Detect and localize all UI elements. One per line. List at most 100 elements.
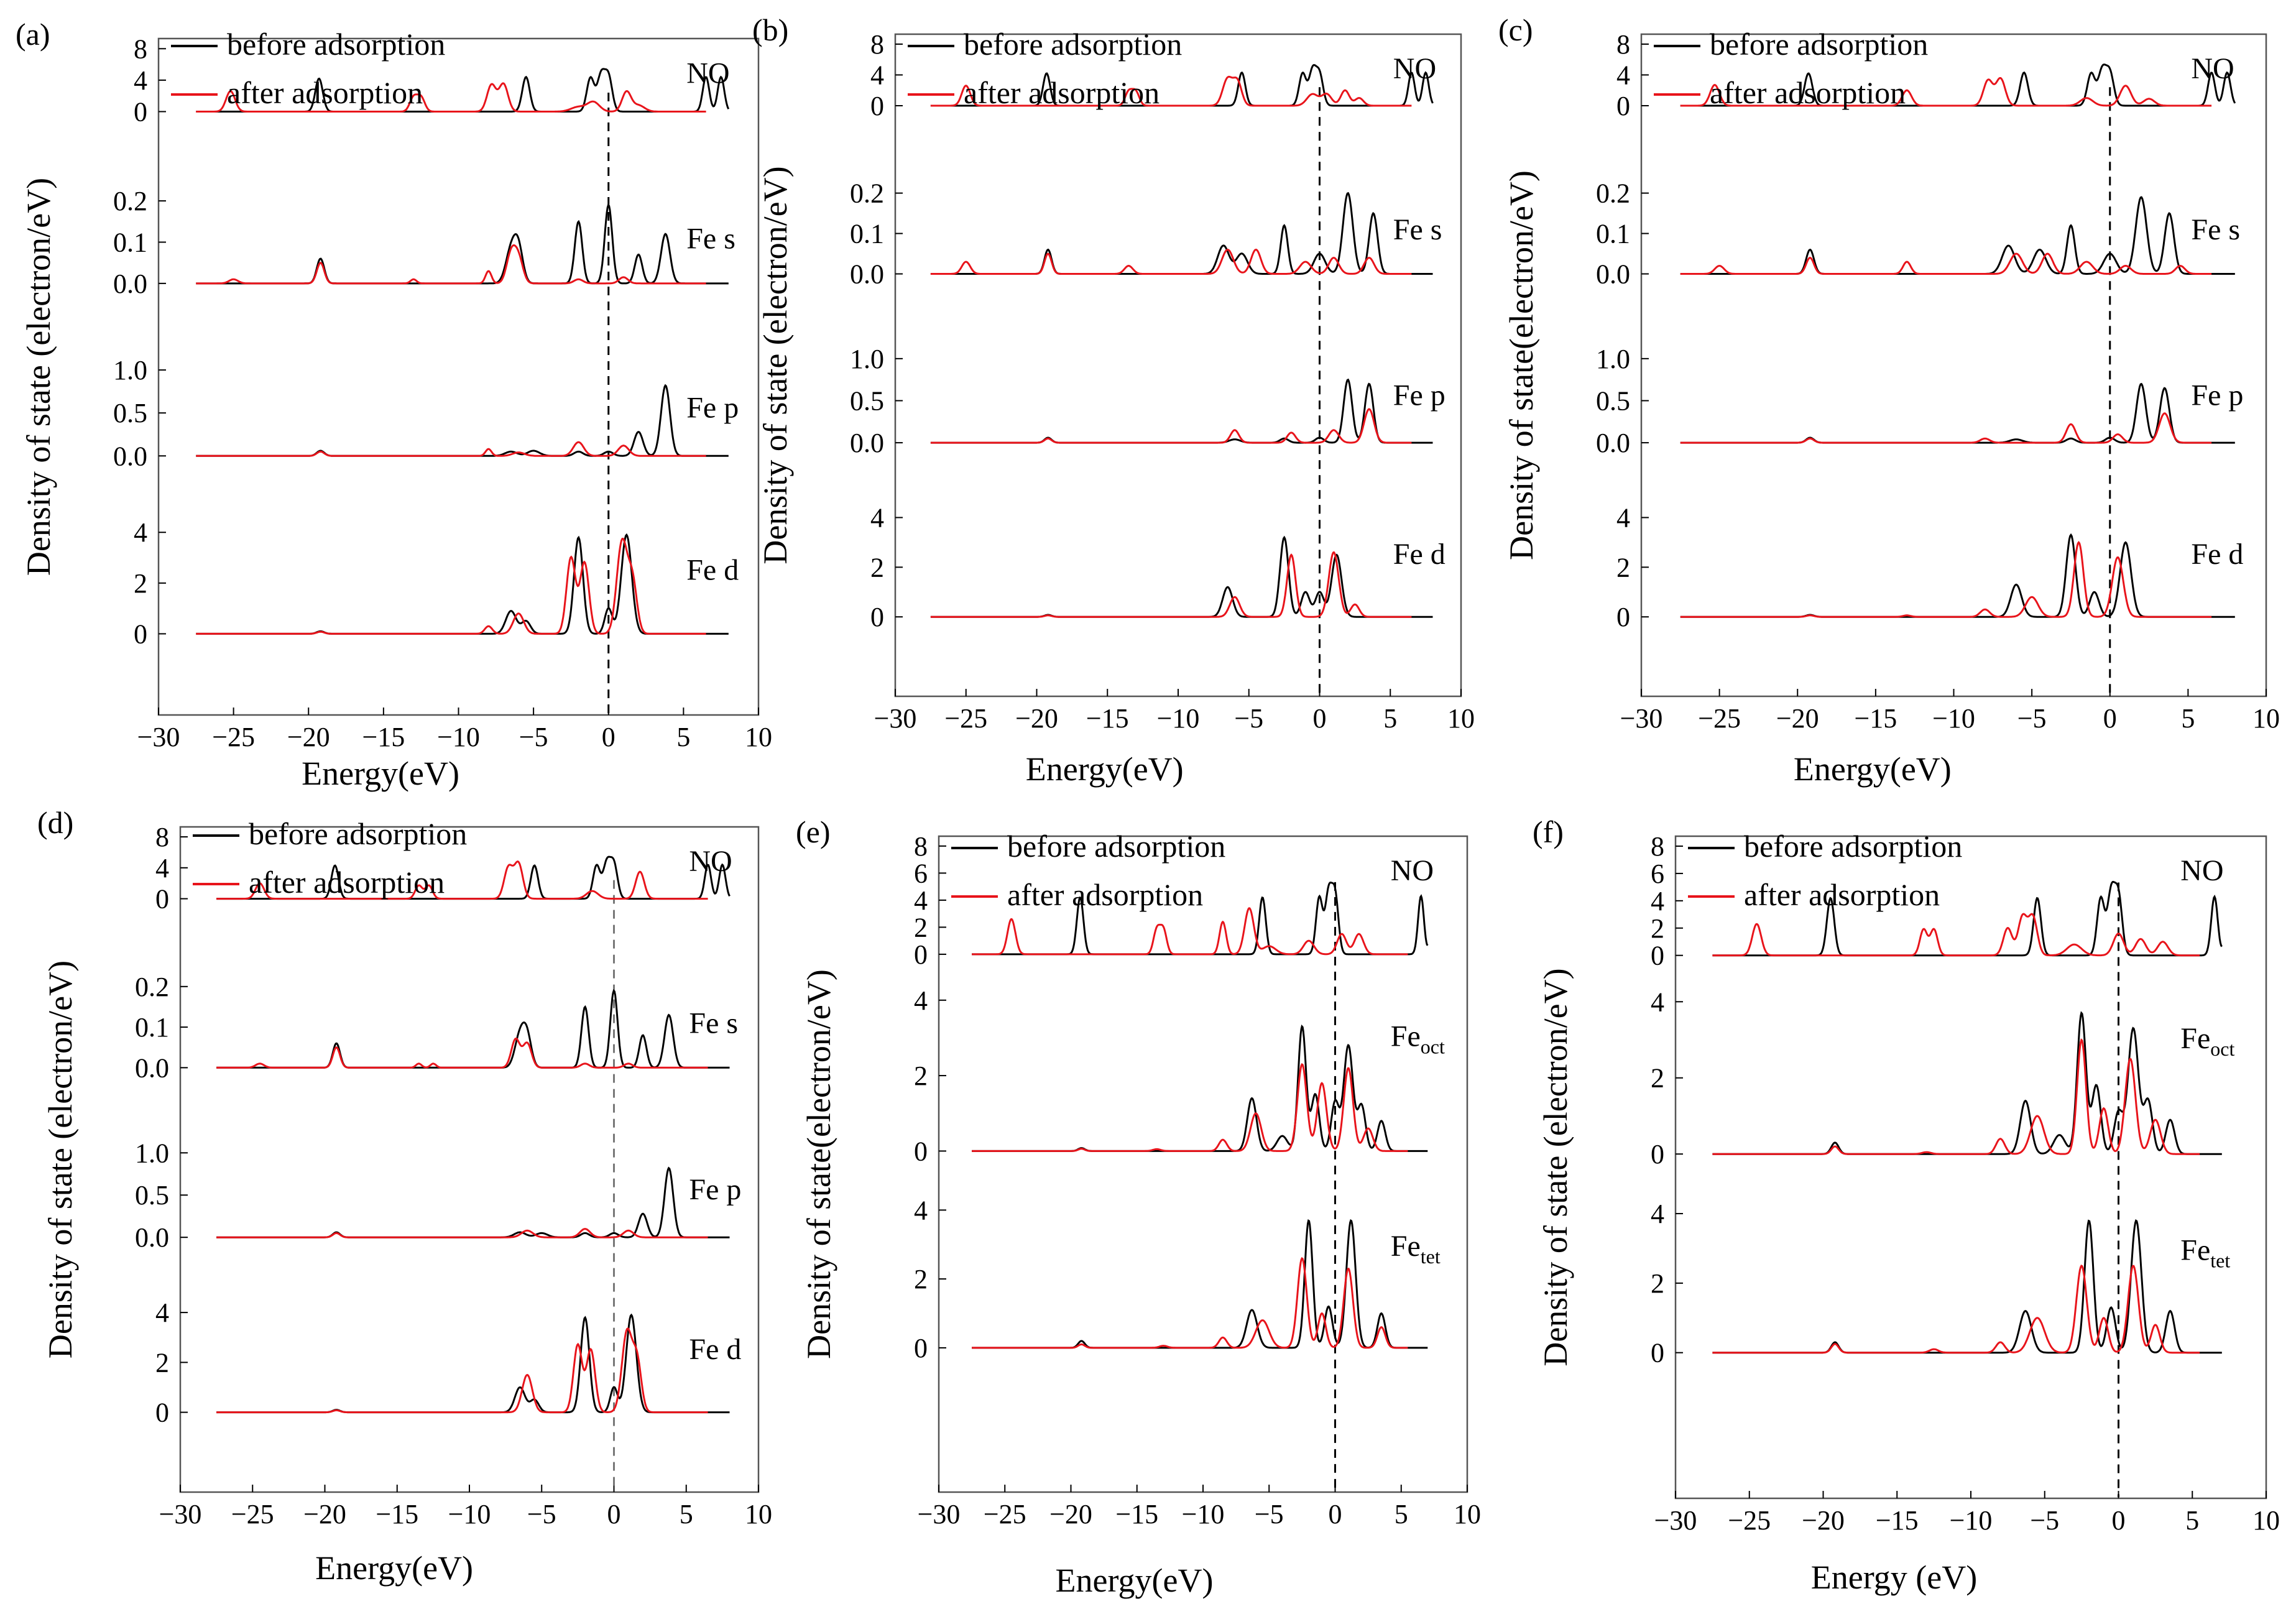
subplot-annotation: NO: [689, 845, 732, 878]
x-tick-label: 0: [602, 722, 615, 752]
x-tick-label: 10: [745, 722, 772, 752]
y-tick-label: 2: [1616, 552, 1630, 583]
x-tick-label: −10: [1950, 1505, 1993, 1536]
y-tick-label: 0.1: [113, 227, 147, 257]
panel-f: (f)Density of state (electron/eV)−30 −25−…: [1533, 814, 2280, 1596]
annotation-text: Fe d: [686, 553, 739, 586]
plot-frame: [1640, 33, 2267, 698]
y-axis-label: Density of state (electron/eV): [20, 178, 57, 576]
subplot-fe-p: 0.0 0.5 1.0 Fe p: [850, 344, 1445, 458]
legend-label-after: after adsorption: [227, 75, 423, 110]
subplot-fe-oct: 0 2 4 Feoct: [914, 985, 1445, 1167]
series-after-adsorption: [1712, 1038, 2200, 1155]
y-tick-label: 0.0: [1596, 259, 1630, 290]
y-axis-label: Density of state(electron/eV): [1503, 170, 1540, 560]
series-after-adsorption: [972, 1256, 1408, 1349]
y-tick-label: 0: [155, 1398, 169, 1428]
series-after-adsorption: [1680, 412, 2212, 444]
y-tick-label: 0.2: [1596, 178, 1630, 209]
subplot-annotation: NO: [1393, 52, 1436, 85]
x-tick-label: −30: [1620, 703, 1663, 734]
subplot-annotation: NO: [1391, 854, 1434, 887]
series-before-adsorption: [216, 1166, 730, 1238]
series-after-adsorption: [930, 75, 1412, 107]
y-tick-label: 0.1: [1596, 219, 1630, 249]
x-axis-label: Energy(eV): [315, 1549, 473, 1587]
y-tick-label: 2: [914, 1264, 928, 1294]
y-tick-label: 2: [914, 1061, 928, 1091]
x-tick-label: −20: [287, 722, 330, 752]
y-tick-label: 4: [155, 1298, 169, 1328]
y-tick-label: 2: [870, 552, 884, 583]
series-after-adsorption: [1712, 1265, 2200, 1354]
x-axis-label: Energy (eV): [1811, 1559, 1977, 1596]
subplot-annotation: Feoct: [1391, 1020, 1445, 1058]
legend-label-after: after adsorption: [1007, 877, 1203, 912]
subplot-fe-oct: 0 2 4 Feoct: [1651, 987, 2234, 1169]
x-tick-label: −5: [519, 722, 548, 752]
y-tick-label: 8: [870, 29, 884, 60]
x-tick-label: −5: [527, 1499, 556, 1529]
y-tick-label: 0.1: [850, 219, 884, 249]
y-tick-label: 4: [134, 517, 147, 548]
series-before-adsorption: [216, 1313, 730, 1414]
x-tick-label: −15: [1854, 703, 1897, 734]
y-tick-label: 2: [155, 1347, 169, 1378]
y-tick-label: 0.0: [135, 1053, 169, 1083]
series-before-adsorption: [196, 203, 729, 285]
y-tick-label: 1.0: [1596, 344, 1630, 374]
y-tick-label: 4: [870, 60, 884, 90]
series-after-adsorption: [1680, 77, 2212, 107]
series-before-adsorption: [1680, 382, 2235, 444]
y-tick-label: 0.0: [135, 1222, 169, 1253]
x-tick-label: −5: [1255, 1499, 1284, 1529]
y-tick-label: 4: [870, 502, 884, 533]
subplot-fe-tet: 0 2 4 Fetet: [914, 1195, 1441, 1363]
x-tick-label: 0: [1329, 1499, 1342, 1529]
series-after-adsorption: [1680, 252, 2212, 275]
y-tick-label: 0: [1616, 602, 1630, 632]
y-tick-label: 2: [914, 912, 928, 943]
series-after-adsorption: [216, 1228, 708, 1238]
legend-label-before: before adsorption: [249, 816, 467, 851]
annotation-text: Fe s: [2191, 213, 2240, 246]
y-tick-label: 0.5: [850, 385, 884, 416]
series-after-adsorption: [196, 537, 706, 635]
y-tick-label: 0: [870, 602, 884, 632]
legend-label-before: before adsorption: [1710, 27, 1928, 62]
annotation-text: Fe d: [689, 1333, 741, 1366]
annotation-text: NO: [1393, 52, 1436, 85]
annotation-text: NO: [686, 57, 729, 90]
y-tick-label: 0.0: [113, 269, 147, 299]
x-axis-label: Energy(eV): [1056, 1562, 1214, 1599]
y-tick-label: 0: [134, 619, 147, 649]
subplot-annotation: NO: [2180, 854, 2223, 887]
annotation-text: Fe s: [686, 222, 735, 255]
legend-label-after: after adsorption: [249, 865, 445, 900]
y-tick-label: 1.0: [850, 344, 884, 374]
series-after-adsorption: [196, 82, 706, 113]
subplot-annotation: Fe d: [1393, 538, 1445, 571]
panel-label: (a): [16, 17, 50, 52]
x-tick-label: 0: [607, 1499, 621, 1529]
y-tick-label: 0.2: [113, 186, 147, 216]
x-tick-label: −10: [437, 722, 480, 752]
y-tick-label: 0: [914, 939, 928, 970]
x-tick-label: 5: [680, 1499, 693, 1529]
y-tick-label: 0.0: [1596, 428, 1630, 458]
x-tick-label: −15: [376, 1499, 418, 1529]
y-tick-label: 0: [155, 884, 169, 915]
series-after-adsorption: [930, 249, 1412, 275]
series-after-adsorption: [216, 860, 708, 900]
x-tick-label: 5: [2181, 703, 2195, 734]
annotation-subscript: oct: [1421, 1036, 1445, 1058]
annotation-text: NO: [689, 845, 732, 878]
y-tick-label: 1.0: [113, 355, 147, 385]
x-tick-label: 0: [2103, 703, 2117, 734]
subplot-annotation: Fe p: [689, 1173, 741, 1206]
x-tick-label: −25: [944, 703, 987, 734]
x-tick-label: 0: [2112, 1505, 2126, 1536]
series-before-adsorption: [1712, 1219, 2222, 1354]
x-tick-label: −5: [1234, 703, 1263, 734]
